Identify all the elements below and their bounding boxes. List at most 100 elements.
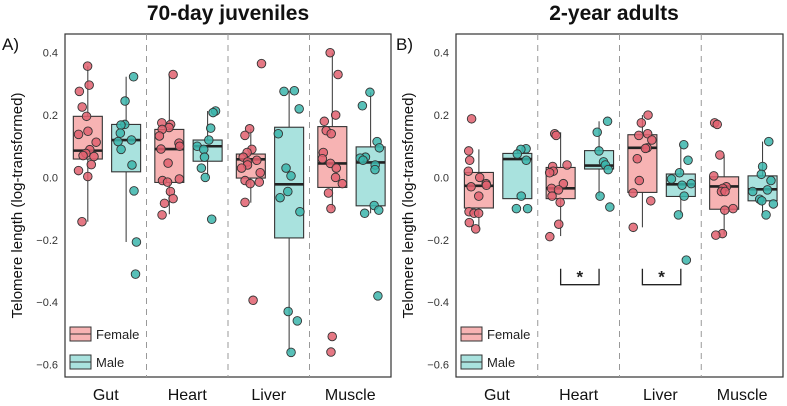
- data-point: [365, 87, 375, 98]
- data-point: [647, 135, 657, 145]
- y-tick-label: 0.0: [43, 172, 58, 184]
- data-point: [636, 118, 647, 128]
- data-point: [628, 188, 638, 198]
- data-point: [712, 119, 722, 130]
- data-point: [196, 163, 207, 173]
- box-female-muscle: [709, 118, 740, 240]
- data-point: [358, 155, 368, 166]
- data-point: [715, 150, 725, 160]
- data-point: [594, 146, 604, 156]
- x-tick-label: Muscle: [717, 387, 768, 404]
- data-point: [248, 295, 258, 306]
- data-point: [558, 178, 569, 189]
- data-point: [466, 182, 476, 192]
- y-axis-label: Telomere length (log-transformed): [9, 93, 26, 319]
- data-point: [551, 130, 561, 141]
- box-male-gut: [111, 71, 142, 279]
- data-point: [74, 86, 85, 97]
- data-point: [289, 86, 300, 96]
- data-point: [337, 178, 348, 189]
- box-female-heart: [154, 69, 185, 220]
- data-point: [199, 152, 210, 162]
- data-point: [89, 151, 99, 162]
- data-point: [91, 137, 101, 147]
- data-point: [545, 231, 555, 242]
- data-point: [516, 191, 526, 201]
- y-tick-label: 0.4: [43, 48, 58, 60]
- y-tick-label: −0.6: [427, 360, 449, 372]
- x-tick-label: Gut: [93, 387, 119, 404]
- data-point: [86, 159, 97, 170]
- y-tick-label: −0.2: [36, 235, 58, 247]
- data-point: [673, 210, 684, 220]
- data-point: [154, 131, 165, 141]
- data-point: [323, 188, 334, 198]
- legend-label-male: Male: [487, 355, 515, 370]
- data-point: [463, 166, 474, 176]
- data-point: [666, 174, 677, 184]
- data-point: [757, 196, 767, 206]
- data-point: [683, 155, 693, 166]
- data-point: [254, 177, 265, 187]
- data-point: [208, 107, 218, 118]
- data-point: [129, 186, 139, 196]
- data-point: [295, 206, 305, 217]
- data-point: [82, 61, 93, 71]
- data-point: [168, 193, 178, 204]
- data-point: [374, 205, 384, 215]
- data-point: [544, 168, 555, 178]
- panel-a: 70-day juveniles A) Telomere length (log-t…: [2, 2, 392, 404]
- data-point: [553, 185, 564, 195]
- data-point: [474, 172, 485, 183]
- data-point: [156, 144, 166, 154]
- x-tick-label: Liver: [643, 387, 678, 404]
- data-point: [162, 177, 173, 187]
- data-point: [762, 185, 773, 195]
- data-point: [256, 58, 267, 69]
- data-point: [592, 127, 602, 137]
- box-male-heart: [584, 116, 615, 212]
- data-point: [605, 202, 615, 212]
- data-point: [168, 69, 178, 80]
- data-point: [522, 203, 533, 214]
- data-point: [720, 205, 730, 215]
- data-point: [205, 123, 216, 133]
- x-tick-label: Gut: [484, 387, 510, 404]
- data-point: [481, 180, 492, 190]
- y-tick-label: 0.0: [434, 172, 449, 184]
- data-point: [674, 168, 685, 178]
- data-point: [115, 128, 126, 138]
- box-male-heart: [192, 106, 223, 224]
- x-tick-label: Liver: [251, 387, 286, 404]
- data-point: [325, 47, 335, 58]
- data-point: [281, 163, 291, 173]
- data-point: [521, 155, 532, 166]
- box-male-liver: [273, 86, 305, 358]
- significance-marker: *: [577, 268, 584, 287]
- data-point: [294, 104, 304, 114]
- data-point: [333, 69, 343, 80]
- iqr-box: [274, 126, 305, 239]
- data-point: [602, 116, 613, 127]
- data-point: [766, 175, 776, 186]
- data-point: [245, 178, 255, 189]
- box-female-gut: [72, 61, 103, 227]
- data-point: [768, 199, 779, 209]
- data-point: [464, 217, 475, 228]
- significance-bracket: [641, 268, 682, 286]
- box-female-gut: [463, 114, 494, 234]
- data-point: [286, 171, 296, 181]
- data-point: [204, 135, 214, 145]
- data-point: [374, 143, 385, 153]
- x-tick-label: Heart: [168, 387, 208, 404]
- data-point: [120, 96, 130, 106]
- data-point: [283, 306, 293, 317]
- data-point: [331, 163, 342, 173]
- box-female-liver: [235, 58, 267, 306]
- data-point: [679, 191, 689, 201]
- data-point: [116, 120, 126, 130]
- data-point: [286, 347, 296, 358]
- panel-label: B): [396, 35, 413, 54]
- data-point: [279, 86, 289, 97]
